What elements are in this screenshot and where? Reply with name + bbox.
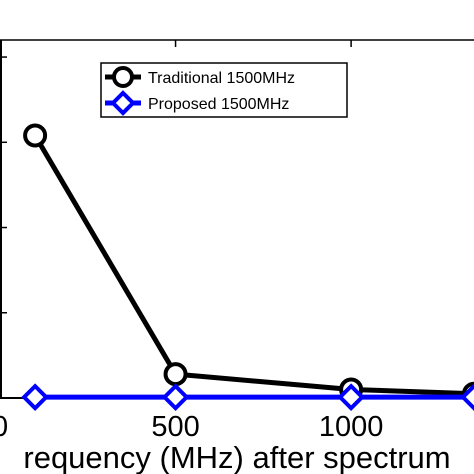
series-layer [21, 123, 474, 411]
legend-marker [110, 90, 136, 116]
data-point [163, 362, 188, 387]
data-point [337, 383, 365, 411]
legend-label: Proposed 1500MHz [148, 96, 289, 113]
legend-marker [112, 66, 134, 88]
ticks: 0 500 1000 [0, 40, 383, 443]
legend: Traditional 1500MHz Proposed 1500MHz [100, 62, 348, 118]
x-tick-label: 500 [151, 411, 199, 443]
data-point [23, 123, 48, 148]
data-point [21, 383, 49, 411]
legend-box [100, 62, 348, 118]
x-tick-label: 0 [0, 411, 8, 443]
x-axis-label: requency (MHz) after spectrum [23, 440, 450, 474]
data-point [460, 383, 474, 411]
series-line [32, 134, 474, 397]
series-proposed [21, 383, 474, 411]
data-point [161, 383, 190, 411]
x-tick-label: 1000 [319, 411, 384, 443]
legend-label: Traditional 1500MHz [148, 70, 295, 87]
